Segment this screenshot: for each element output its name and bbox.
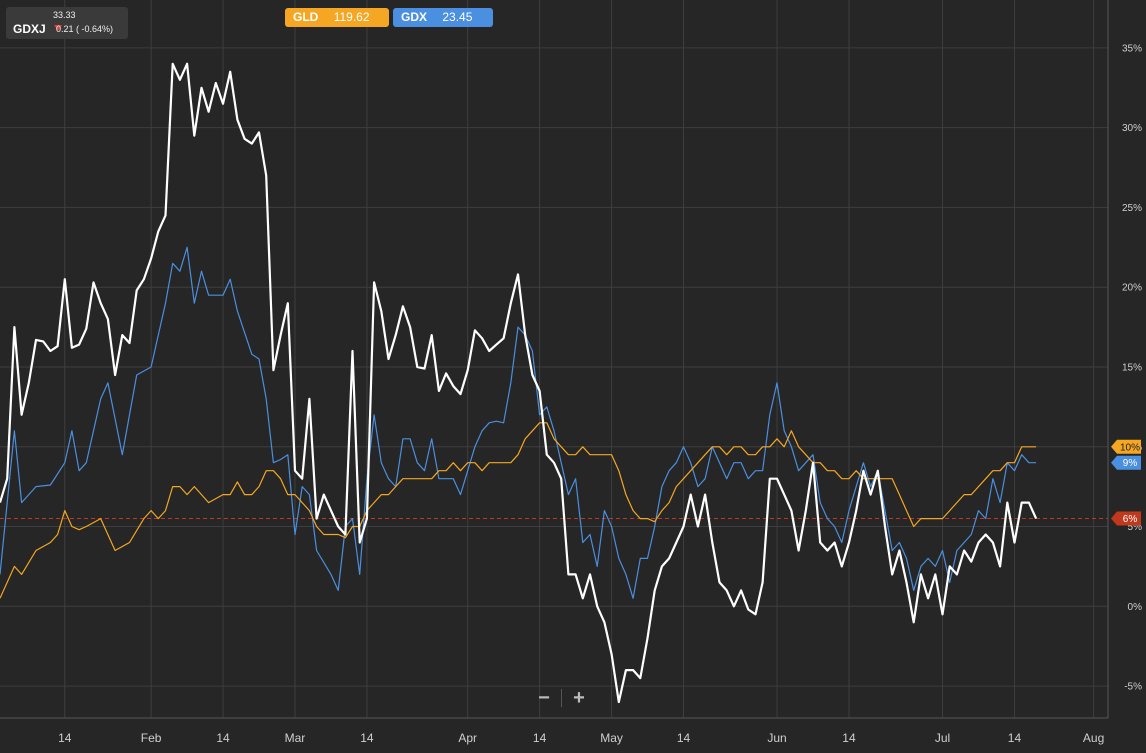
y-tick-label: 5% — [1128, 522, 1143, 533]
end-tag-label: 6% — [1123, 514, 1138, 525]
end-tag-shape — [1111, 511, 1141, 526]
comparison-price: 23.45 — [442, 10, 473, 24]
x-tick-label: Jul — [935, 731, 950, 745]
comparison-price: 119.62 — [333, 10, 370, 24]
series-line-gdx — [0, 246, 1037, 599]
end-tag-label: 10% — [1120, 442, 1140, 453]
series-lines — [0, 62, 1038, 704]
series-line-gld — [0, 422, 1037, 599]
end-tag-gdx: 9% — [1111, 455, 1141, 470]
main-symbol-quote[interactable]: GDXJ 33.33 0.21 ( -0.64%) — [6, 7, 128, 39]
end-tags: 10% 9% 6% — [1111, 439, 1141, 526]
y-tick-label: 35% — [1122, 43, 1142, 54]
zoom-divider — [561, 689, 562, 707]
x-tick-label: Jun — [767, 731, 786, 745]
end-tag-shape — [1111, 439, 1141, 454]
grid — [0, 0, 1108, 718]
end-tag-shape — [1111, 455, 1141, 470]
zoom-out-button[interactable]: − — [538, 687, 550, 709]
comparison-chip-gdx[interactable]: GDX 23.45 — [393, 8, 493, 27]
x-tick-label: May — [600, 731, 623, 745]
y-tick-label: 25% — [1122, 203, 1142, 214]
y-tick-label: 15% — [1122, 362, 1142, 373]
x-tick-label: 14 — [216, 731, 230, 745]
comparison-symbol: GLD — [293, 10, 319, 24]
end-tag-gld: 10% — [1111, 439, 1141, 454]
end-tag-gdxj: 6% — [1111, 511, 1141, 526]
y-tick-label: 0% — [1128, 602, 1143, 613]
x-tick-label: 14 — [360, 731, 374, 745]
x-tick-label: Feb — [141, 731, 162, 745]
y-tick-label: -5% — [1124, 682, 1142, 693]
x-tick-label: 14 — [677, 731, 691, 745]
x-tick-label: 14 — [842, 731, 856, 745]
main-price: 33.33 — [53, 10, 76, 20]
x-tick-label: 14 — [58, 731, 72, 745]
x-tick-label: Apr — [458, 731, 477, 745]
comparison-chip-gld[interactable]: GLD 119.62 — [285, 8, 389, 27]
x-tick-label: 14 — [533, 731, 547, 745]
main-symbol: GDXJ — [13, 22, 46, 36]
comparison-symbol: GDX — [401, 10, 428, 24]
zoom-in-button[interactable]: + — [573, 687, 585, 709]
y-tick-label: 30% — [1122, 123, 1142, 134]
x-tick-label: Mar — [285, 731, 306, 745]
main-change: 0.21 ( -0.64%) — [56, 24, 114, 34]
x-tick-label: Aug — [1083, 731, 1104, 745]
down-arrow-icon — [54, 25, 62, 31]
series-line-gdxj — [0, 62, 1038, 704]
x-tick-label: 14 — [1008, 731, 1022, 745]
end-tag-label: 9% — [1123, 458, 1138, 469]
y-tick-label: 20% — [1122, 283, 1142, 294]
